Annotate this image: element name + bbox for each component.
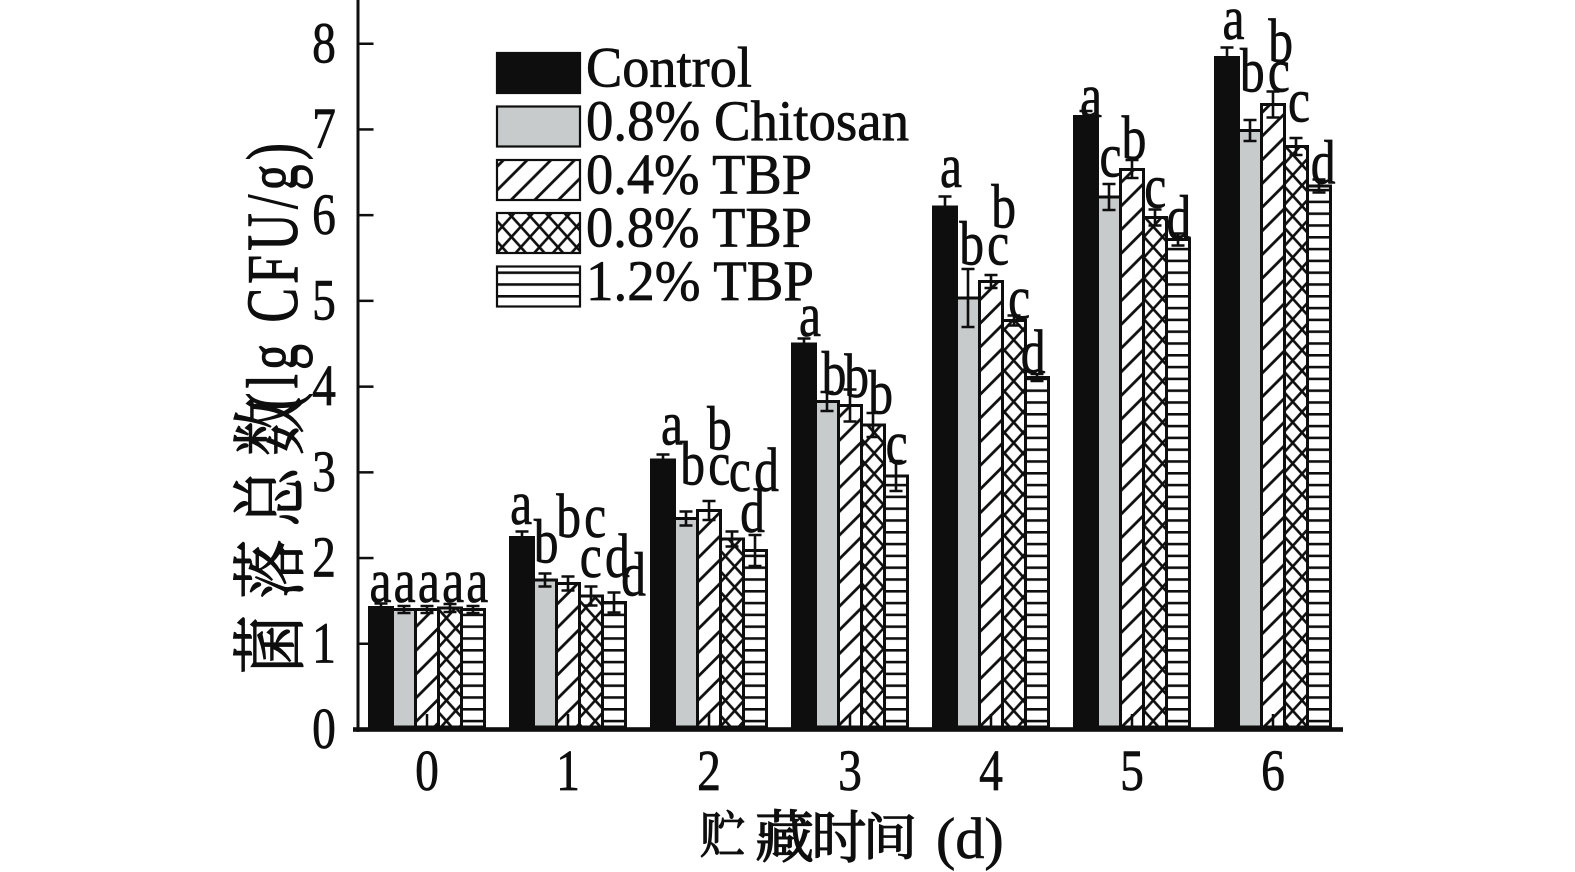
svg-text:b: b bbox=[868, 359, 893, 427]
svg-text:0.4% TBP: 0.4% TBP bbox=[586, 144, 812, 207]
svg-text:(lg CFU/g): (lg CFU/g) bbox=[233, 143, 314, 410]
svg-text:a: a bbox=[442, 548, 464, 616]
svg-text:1: 1 bbox=[556, 740, 580, 803]
svg-text:d: d bbox=[1166, 184, 1191, 252]
svg-text:a: a bbox=[394, 548, 416, 616]
svg-text:c: c bbox=[1099, 122, 1121, 190]
svg-text:1.2% TBP: 1.2% TBP bbox=[586, 250, 814, 313]
svg-text:cd: cd bbox=[729, 437, 782, 505]
svg-text:b: b bbox=[991, 173, 1016, 241]
svg-text:5: 5 bbox=[312, 269, 336, 332]
svg-text:b: b bbox=[822, 340, 847, 408]
svg-text:a: a bbox=[799, 282, 821, 350]
svg-text:Control: Control bbox=[586, 37, 752, 100]
svg-text:0: 0 bbox=[415, 740, 439, 803]
svg-text:8: 8 bbox=[312, 12, 336, 75]
svg-text:3: 3 bbox=[312, 441, 336, 504]
svg-text:a: a bbox=[418, 548, 440, 616]
svg-text:c: c bbox=[1144, 153, 1166, 221]
svg-text:a: a bbox=[940, 133, 962, 201]
svg-text:b: b bbox=[844, 343, 869, 411]
svg-text:6: 6 bbox=[1261, 740, 1285, 803]
svg-text:a: a bbox=[1080, 63, 1102, 131]
svg-text:2: 2 bbox=[312, 526, 336, 589]
svg-text:b: b bbox=[707, 395, 732, 463]
svg-text:a: a bbox=[661, 390, 683, 458]
svg-text:0.8% TBP: 0.8% TBP bbox=[586, 197, 812, 260]
svg-text:d: d bbox=[1021, 319, 1046, 387]
svg-text:d: d bbox=[740, 478, 765, 546]
svg-text:a: a bbox=[1222, 0, 1244, 53]
svg-text:bc: bc bbox=[1240, 38, 1293, 106]
svg-text:1: 1 bbox=[312, 612, 336, 675]
svg-text:d: d bbox=[621, 541, 646, 609]
svg-text:(d): (d) bbox=[936, 806, 1004, 871]
svg-text:c: c bbox=[886, 410, 908, 478]
svg-text:a: a bbox=[466, 548, 488, 616]
svg-text:b: b bbox=[534, 508, 559, 576]
svg-text:cd: cd bbox=[580, 523, 633, 591]
svg-text:bc: bc bbox=[959, 211, 1012, 279]
svg-text:b: b bbox=[1268, 8, 1293, 76]
svg-text:a: a bbox=[510, 470, 532, 538]
svg-text:2: 2 bbox=[697, 740, 721, 803]
svg-text:a: a bbox=[369, 548, 391, 616]
svg-text:b: b bbox=[1122, 105, 1147, 173]
svg-text:bc: bc bbox=[556, 483, 609, 551]
svg-text:5: 5 bbox=[1120, 740, 1144, 803]
svg-text:4: 4 bbox=[979, 740, 1003, 803]
svg-text:d: d bbox=[1311, 129, 1336, 197]
svg-text:c: c bbox=[1288, 67, 1310, 135]
svg-text:c: c bbox=[1008, 265, 1030, 333]
svg-text:4: 4 bbox=[312, 355, 336, 418]
svg-text:7: 7 bbox=[312, 98, 336, 161]
svg-text:bc: bc bbox=[680, 430, 733, 498]
svg-text:3: 3 bbox=[838, 740, 862, 803]
svg-text:0.8% Chitosan: 0.8% Chitosan bbox=[586, 90, 909, 153]
svg-text:6: 6 bbox=[312, 183, 336, 246]
svg-text:0: 0 bbox=[312, 698, 336, 761]
